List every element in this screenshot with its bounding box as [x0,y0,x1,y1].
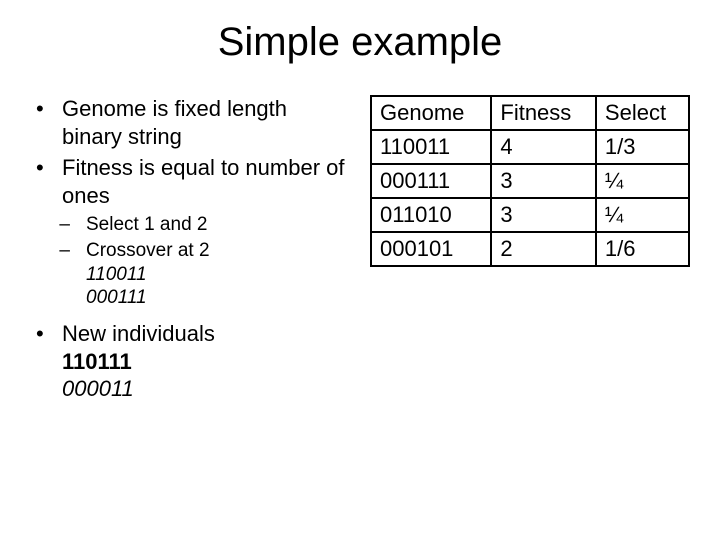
new-individuals-label: New individuals [62,321,215,346]
cell-select: 1/3 [596,130,689,164]
sub-bullet-item: – Select 1 and 2 [30,213,350,237]
crossover-label: Crossover at 2 [86,240,210,261]
col-header-select: Select [596,96,689,130]
cell-select: ¼ [596,198,689,232]
crossover-genome-2: 000111 [86,287,147,308]
new-genome-1: 110111 [62,349,132,374]
cell-select: 1/6 [596,232,689,266]
col-header-genome: Genome [371,96,491,130]
cell-select: ¼ [596,164,689,198]
new-genome-2: 000011 [62,376,134,401]
bullet-marker: • [30,320,62,403]
cell-genome: 011010 [371,198,491,232]
table-row: 000101 2 1/6 [371,232,689,266]
sub-bullet-marker: – [30,213,86,237]
cell-genome: 000101 [371,232,491,266]
bullet-item: • Fitness is equal to number of ones [30,154,350,209]
bullet-list: • Genome is fixed length binary string •… [30,95,350,407]
bullet-text: New individuals 110111 000011 [62,320,215,403]
sub-bullet-text: Select 1 and 2 [86,213,350,237]
cell-fitness: 3 [491,164,596,198]
table-row: 011010 3 ¼ [371,198,689,232]
crossover-genome-1: 110011 [86,264,147,285]
sub-bullet-item: – Crossover at 2 110011 000111 [30,239,350,310]
table-row: 000111 3 ¼ [371,164,689,198]
bullet-marker: • [30,154,62,209]
content-area: • Genome is fixed length binary string •… [30,95,690,407]
sub-bullet-marker: – [30,239,86,310]
genome-table: Genome Fitness Select 110011 4 1/3 00011… [370,95,690,267]
sub-bullet-text: Crossover at 2 110011 000111 [86,239,350,310]
cell-fitness: 4 [491,130,596,164]
table-header-row: Genome Fitness Select [371,96,689,130]
cell-genome: 000111 [371,164,491,198]
cell-genome: 110011 [371,130,491,164]
slide-title: Simple example [30,20,690,65]
slide: Simple example • Genome is fixed length … [0,0,720,540]
bullet-text: Fitness is equal to number of ones [62,154,350,209]
table-area: Genome Fitness Select 110011 4 1/3 00011… [370,95,690,407]
bullet-text: Genome is fixed length binary string [62,95,350,150]
bullet-item: • Genome is fixed length binary string [30,95,350,150]
bullet-marker: • [30,95,62,150]
cell-fitness: 2 [491,232,596,266]
col-header-fitness: Fitness [491,96,596,130]
table-row: 110011 4 1/3 [371,130,689,164]
bullet-item: • New individuals 110111 000011 [30,320,350,403]
cell-fitness: 3 [491,198,596,232]
